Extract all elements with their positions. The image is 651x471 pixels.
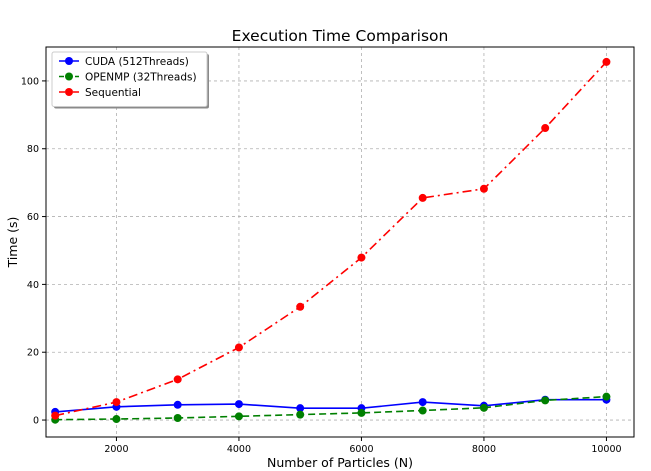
x-tick-label: 6000 <box>349 444 373 455</box>
legend-label: OPENMP (32Threads) <box>85 71 197 83</box>
data-point-cuda <box>234 400 243 409</box>
data-point-sequential <box>479 184 488 193</box>
data-point-sequential <box>173 375 182 384</box>
legend-label: Sequential <box>85 87 141 99</box>
series-line-sequential <box>55 61 607 417</box>
y-tick-label: 100 <box>21 76 39 87</box>
x-tick-label: 8000 <box>472 444 496 455</box>
data-point-openmp <box>296 410 305 419</box>
data-point-openmp <box>418 406 427 415</box>
data-point-cuda <box>296 404 305 413</box>
x-tick-label: 2000 <box>104 444 128 455</box>
series-sequential <box>51 57 611 420</box>
x-tick-label: 10000 <box>591 444 621 455</box>
legend-marker <box>65 57 73 65</box>
legend-label: CUDA (512Threads) <box>85 56 189 68</box>
data-point-sequential <box>418 193 427 202</box>
y-tick-label: 80 <box>27 144 39 155</box>
data-point-sequential <box>541 124 550 133</box>
series-line-openmp <box>55 395 607 421</box>
legend: CUDA (512Threads) OPENMP (32Threads) Seque… <box>51 51 209 109</box>
series-cuda <box>51 395 611 416</box>
data-point-sequential <box>357 253 366 262</box>
y-tick-label: 40 <box>27 280 39 291</box>
data-point-cuda <box>173 400 182 409</box>
y-tick-label: 60 <box>27 212 39 223</box>
data-point-sequential <box>112 398 121 407</box>
data-point-sequential <box>602 57 611 66</box>
data-point-openmp <box>357 408 366 417</box>
series-line-cuda <box>55 398 607 413</box>
data-point-openmp <box>234 412 243 421</box>
legend-marker <box>65 72 73 81</box>
data-point-cuda <box>418 398 427 407</box>
grid <box>46 47 634 437</box>
axis-ticks: 2000 4000 6000 8000 10000 0 20 40 60 80 100 <box>21 76 622 455</box>
y-tick-label: 0 <box>33 416 39 427</box>
data-point-openmp <box>173 414 182 423</box>
legend-box <box>51 51 208 107</box>
series-openmp <box>51 392 611 424</box>
data-point-sequential <box>51 411 60 420</box>
y-tick-label: 20 <box>27 348 39 359</box>
legend-marker <box>65 88 73 96</box>
chart-title: Execution Time Comparison <box>232 27 449 45</box>
data-point-sequential <box>296 302 305 311</box>
x-tick-label: 4000 <box>227 444 251 455</box>
data-point-openmp <box>112 415 121 424</box>
data-point-openmp <box>602 392 611 401</box>
data-point-sequential <box>234 343 243 352</box>
x-axis-label: Number of Particles (N) <box>267 455 413 470</box>
plot-frame <box>45 46 635 438</box>
data-point-openmp <box>479 403 488 412</box>
data-point-openmp <box>541 396 550 405</box>
y-axis-label: Time (s) <box>5 217 20 269</box>
series-layer <box>51 57 611 424</box>
